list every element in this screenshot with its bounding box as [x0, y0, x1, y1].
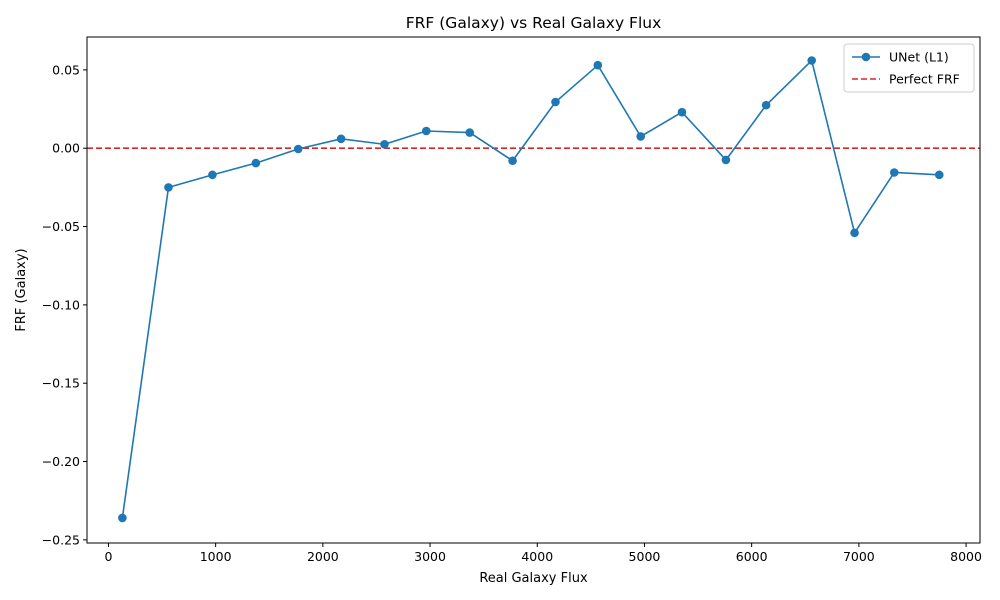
y-axis-ticks: 0.05 0.00 −0.05 −0.10 −0.15 −0.20 −0.25 [42, 62, 87, 547]
data-point [889, 168, 899, 177]
data-point [934, 170, 944, 180]
x-axis-label: Real Galaxy Flux [479, 571, 588, 586]
data-point [850, 228, 859, 238]
data-point [761, 100, 771, 110]
x-tick-label: 2000 [307, 549, 339, 564]
data-point [336, 134, 346, 144]
data-point [465, 128, 475, 137]
data-point [551, 97, 560, 107]
y-tick-label: −0.15 [42, 376, 80, 391]
x-tick-label: 8000 [950, 549, 982, 564]
y-tick-label: −0.25 [42, 532, 80, 547]
x-axis-ticks: 0 1000 2000 3000 4000 5000 6000 7000 8000 [104, 543, 982, 564]
data-point [508, 156, 517, 166]
legend-box [843, 43, 975, 93]
legend: UNet (L1) Perfect FRF [843, 43, 975, 93]
x-tick-label: 4000 [521, 549, 553, 564]
data-point [164, 183, 173, 192]
plot-frame [86, 36, 981, 544]
y-tick-label: 0.05 [52, 62, 80, 77]
data-point [208, 170, 217, 180]
x-tick-label: 3000 [414, 549, 446, 564]
legend-unet-label: UNet (L1) [889, 50, 949, 65]
y-tick-label: −0.05 [42, 219, 80, 234]
data-point [721, 155, 731, 165]
y-tick-label: −0.20 [42, 454, 80, 469]
chart-title: FRF (Galaxy) vs Real Galaxy Flux [406, 14, 662, 32]
y-tick-label: 0.00 [52, 141, 80, 156]
data-point [677, 107, 687, 117]
plot-area: 0.05 0.00 −0.05 −0.10 −0.15 −0.20 −0.25 0 1000 2… [42, 36, 982, 564]
x-tick-label: 7000 [843, 549, 875, 564]
x-tick-label: 6000 [736, 549, 768, 564]
data-point [807, 56, 816, 65]
y-axis-label: FRF (Galaxy) [14, 248, 29, 331]
x-tick-label: 1000 [200, 549, 232, 564]
data-point [593, 60, 603, 70]
x-tick-label: 5000 [629, 549, 661, 564]
plot-background [87, 37, 980, 543]
data-point [636, 132, 646, 141]
data-point [421, 126, 431, 136]
data-point [251, 158, 261, 168]
series-layer [87, 56, 980, 523]
legend-unet-marker [861, 52, 871, 62]
legend-perfect-label: Perfect FRF [889, 72, 960, 87]
y-tick-label: −0.10 [42, 297, 80, 312]
data-point [118, 513, 127, 523]
data-point [293, 144, 303, 154]
x-tick-label: 0 [104, 549, 112, 564]
unet-l1-line [121, 58, 940, 519]
data-point [380, 140, 389, 149]
